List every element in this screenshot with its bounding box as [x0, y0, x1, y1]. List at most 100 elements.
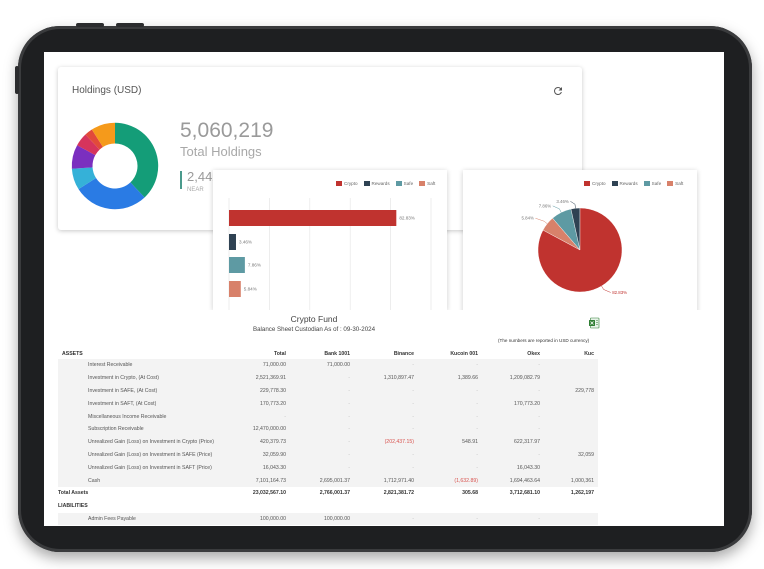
table-cell: 229,778.30 — [234, 384, 290, 398]
table-cell: - — [290, 422, 354, 436]
bar-data-label: 82.83% — [399, 216, 415, 221]
legend-swatch — [643, 181, 650, 186]
table-cell: 170,773.20 — [482, 397, 544, 411]
currency-note: (The numbers are reported in USD currenc… — [498, 338, 590, 343]
table-cell: - — [354, 512, 418, 526]
total-holdings-label: Total Holdings — [180, 144, 262, 159]
sub-holding-indicator — [180, 171, 182, 189]
refresh-icon[interactable] — [552, 85, 564, 97]
table-row: Miscellaneous Income Receivable - - - - - — [58, 410, 598, 423]
legend-label: Rewards — [371, 181, 390, 186]
legend-item[interactable]: Saft — [419, 181, 435, 186]
row-label: Subscription Receivable — [58, 422, 234, 436]
row-label: Unrealized Gain (Loss) on Investment in … — [58, 448, 234, 462]
pie-leader-line — [535, 217, 548, 224]
table-row: LIABILITIES — [58, 500, 598, 513]
column-header[interactable]: Kuc — [584, 350, 594, 357]
donut-segment[interactable] — [91, 122, 115, 148]
table-cell: - — [290, 397, 354, 411]
table-cell: 12,470,000.00 — [234, 422, 290, 436]
table-cell: - — [482, 384, 544, 398]
bar-rewards[interactable] — [229, 234, 236, 250]
table-cell: - — [482, 512, 544, 526]
legend-swatch — [336, 181, 342, 186]
table-cell: - — [354, 384, 418, 398]
excel-export-icon[interactable] — [588, 317, 600, 329]
column-header[interactable]: Kucoin 001 — [450, 350, 478, 357]
table-cell: 3,712,681.10 — [509, 490, 540, 497]
donut-segment[interactable] — [71, 167, 97, 190]
table-header-row: ASSETS Total Bank 1001 Binance Kucoin 001 Oke… — [58, 348, 598, 359]
table-cell: 420,379.73 — [234, 435, 290, 449]
table-cell: - — [482, 422, 544, 436]
bar-data-label: 3.46% — [239, 240, 252, 245]
table-row: Admin Fees Payable 100,000.00 100,000.00- -… — [58, 512, 598, 526]
donut-segment[interactable] — [78, 178, 145, 210]
row-label: Total Assets — [58, 490, 89, 497]
table-cell: 1,262,197 — [570, 490, 594, 497]
donut-segment[interactable] — [115, 122, 159, 198]
table-cell: - — [418, 384, 482, 398]
pie-chart-legend: Crypto Rewards Safe Saft — [584, 181, 683, 186]
table-cell: - — [418, 448, 482, 462]
legend-swatch — [419, 181, 426, 186]
table-cell: 622,317.97 — [482, 435, 544, 449]
legend-label: Saft — [427, 181, 436, 186]
legend-item[interactable]: Crypto — [336, 181, 358, 186]
row-label: Investment in Crypto, (At Cost) — [58, 371, 234, 385]
pie-slice-crypto[interactable] — [537, 207, 623, 293]
legend-swatch — [584, 181, 590, 186]
legend-label: Crypto — [592, 181, 606, 186]
table-cell: 1,310,897.47 — [354, 371, 418, 385]
table-cell: - — [482, 410, 544, 423]
table-cell: 1,389.66 — [418, 371, 482, 385]
section-heading-assets: ASSETS — [62, 350, 83, 357]
legend-item[interactable]: Saft — [667, 181, 683, 186]
column-header[interactable]: Bank 1001 — [324, 350, 350, 357]
table-row: Interest Receivable 71,000.00 71,000.00- - - — [58, 359, 598, 372]
legend-swatch — [611, 181, 618, 186]
legend-item[interactable]: Rewards — [611, 181, 638, 186]
donut-segment[interactable] — [85, 129, 103, 150]
table-cell: 1,209,082.79 — [482, 371, 544, 385]
legend-item[interactable]: Safe — [395, 181, 413, 186]
table-cell: - — [290, 448, 354, 462]
row-label: Miscellaneous Income Receivable — [58, 410, 234, 423]
bar-crypto[interactable] — [229, 210, 397, 226]
pie-data-label: 82.83% — [612, 290, 627, 295]
balance-sheet: Crypto Fund Balance Sheet Custodian As o… — [44, 310, 724, 526]
table-row: Unrealized Gain (Loss) on Investment in … — [58, 461, 598, 475]
table-row: Cash 7,101,164.73 2,695,001.37 1,712,971.40… — [58, 474, 598, 487]
table-cell: - — [418, 422, 482, 436]
sub-holding-label: NEAR — [187, 187, 204, 193]
column-header[interactable]: Binance — [393, 350, 414, 357]
table-row: Unrealized Gain (Loss) on Investment in … — [58, 448, 598, 462]
table-cell: - — [418, 397, 482, 411]
legend-item[interactable]: Rewards — [363, 181, 390, 186]
donut-segment[interactable] — [77, 134, 100, 156]
bar-safe[interactable] — [229, 257, 245, 273]
bar-data-label: 5.84% — [244, 287, 257, 292]
table-cell: - — [354, 359, 418, 372]
table-cell — [544, 435, 598, 449]
bar-chart-card: Crypto Rewards Safe Saft 82.83% 3.46% 7.86% 5.… — [213, 170, 447, 310]
pie-chart-card: Crypto Rewards Safe Saft 5.84% 7.86% 3.46% 82.… — [463, 170, 697, 327]
table-cell: - — [482, 359, 544, 372]
table-cell: 32,059.90 — [234, 448, 290, 462]
column-header[interactable]: Total — [273, 350, 286, 357]
legend-item[interactable]: Safe — [643, 181, 661, 186]
table-cell — [544, 422, 598, 436]
table-cell: 71,000.00 — [234, 359, 290, 372]
pie-data-label: 7.86% — [539, 203, 552, 208]
table-cell: - — [418, 461, 482, 475]
legend-item[interactable]: Crypto — [584, 181, 606, 186]
table-cell: 1,712,971.40 — [354, 474, 418, 487]
column-header[interactable]: Okex — [527, 350, 540, 357]
table-cell: - — [354, 422, 418, 436]
table-cell: 23,032,567.10 — [252, 490, 286, 497]
table-cell: - — [234, 410, 290, 423]
donut-segment[interactable] — [71, 145, 96, 169]
bar-saft[interactable] — [229, 281, 241, 297]
table-cell: 16,043.30 — [234, 461, 290, 475]
table-row: Subscription Receivable 12,470,000.00- - - - — [58, 422, 598, 436]
